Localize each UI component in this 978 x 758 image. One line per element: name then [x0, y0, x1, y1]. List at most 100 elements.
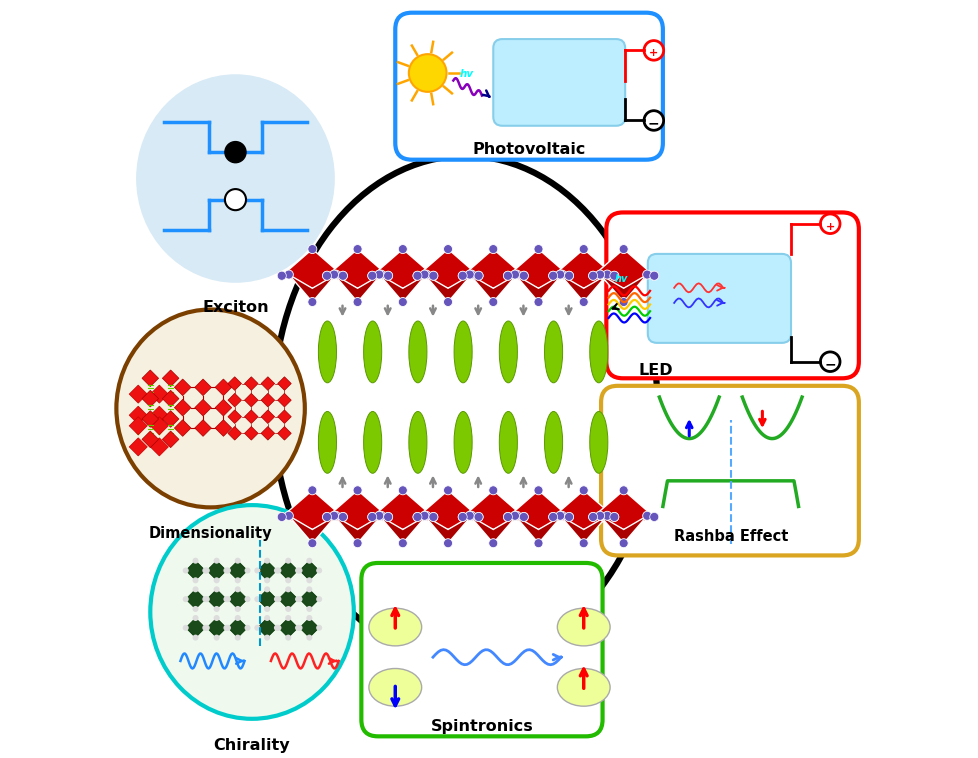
Circle shape	[548, 271, 557, 280]
Polygon shape	[289, 515, 335, 543]
Circle shape	[649, 512, 658, 522]
Circle shape	[306, 587, 312, 592]
Circle shape	[383, 271, 392, 280]
Circle shape	[473, 271, 482, 280]
Polygon shape	[162, 431, 179, 448]
Polygon shape	[559, 274, 606, 302]
Circle shape	[285, 558, 291, 564]
Circle shape	[377, 270, 385, 279]
Circle shape	[458, 512, 467, 522]
Circle shape	[331, 511, 340, 520]
Circle shape	[322, 271, 332, 280]
Text: −: −	[647, 117, 659, 130]
Circle shape	[307, 297, 317, 306]
Polygon shape	[553, 490, 613, 530]
Circle shape	[428, 512, 437, 522]
Polygon shape	[156, 428, 162, 436]
Polygon shape	[463, 490, 523, 530]
Circle shape	[409, 54, 446, 92]
Polygon shape	[228, 618, 247, 637]
Circle shape	[322, 512, 332, 522]
Text: Dimensionality: Dimensionality	[149, 526, 272, 541]
Circle shape	[368, 271, 377, 280]
Text: Chirality: Chirality	[213, 738, 290, 753]
Circle shape	[533, 245, 543, 254]
Circle shape	[588, 512, 597, 522]
Polygon shape	[174, 399, 191, 416]
Circle shape	[588, 512, 597, 522]
Circle shape	[306, 558, 312, 564]
Ellipse shape	[409, 412, 426, 473]
Text: Exciton: Exciton	[201, 300, 269, 315]
Polygon shape	[228, 590, 247, 609]
Circle shape	[193, 558, 199, 564]
Circle shape	[467, 270, 475, 279]
Circle shape	[193, 578, 199, 584]
FancyBboxPatch shape	[600, 386, 858, 556]
Circle shape	[316, 596, 322, 602]
Circle shape	[254, 596, 260, 602]
Polygon shape	[162, 411, 179, 428]
Circle shape	[488, 297, 497, 306]
FancyBboxPatch shape	[647, 254, 790, 343]
Circle shape	[510, 270, 519, 279]
Polygon shape	[228, 427, 242, 440]
Polygon shape	[417, 249, 478, 288]
Circle shape	[353, 297, 362, 306]
Circle shape	[294, 568, 301, 574]
Ellipse shape	[409, 321, 426, 383]
Circle shape	[443, 297, 452, 306]
Ellipse shape	[116, 309, 304, 507]
Polygon shape	[186, 590, 205, 609]
Circle shape	[518, 512, 528, 522]
Polygon shape	[278, 590, 297, 609]
Circle shape	[511, 270, 520, 279]
Polygon shape	[142, 370, 158, 387]
Text: LED: LED	[638, 363, 673, 378]
Polygon shape	[151, 385, 168, 403]
Polygon shape	[195, 399, 211, 416]
Text: −: −	[823, 358, 835, 371]
Circle shape	[458, 512, 467, 522]
Circle shape	[473, 512, 482, 522]
Circle shape	[503, 271, 511, 280]
Circle shape	[285, 578, 291, 584]
Circle shape	[264, 606, 270, 612]
Circle shape	[383, 512, 392, 522]
Polygon shape	[129, 385, 147, 403]
Polygon shape	[206, 561, 226, 581]
Circle shape	[443, 245, 452, 254]
Circle shape	[213, 606, 219, 612]
Ellipse shape	[318, 412, 336, 473]
Circle shape	[375, 511, 383, 520]
Circle shape	[235, 615, 241, 621]
Circle shape	[422, 270, 430, 279]
Circle shape	[274, 568, 280, 574]
Polygon shape	[162, 370, 179, 387]
Polygon shape	[228, 393, 242, 407]
Ellipse shape	[137, 76, 333, 281]
Circle shape	[264, 578, 270, 584]
Polygon shape	[289, 274, 335, 302]
Circle shape	[277, 512, 286, 522]
Ellipse shape	[544, 321, 562, 383]
Circle shape	[564, 271, 573, 280]
Ellipse shape	[363, 412, 381, 473]
Circle shape	[244, 625, 250, 631]
Ellipse shape	[273, 156, 657, 661]
Circle shape	[602, 511, 611, 520]
Circle shape	[353, 245, 362, 254]
Polygon shape	[195, 379, 211, 396]
Circle shape	[398, 245, 407, 254]
Circle shape	[213, 587, 219, 592]
Circle shape	[330, 511, 338, 520]
Circle shape	[264, 615, 270, 621]
Circle shape	[284, 270, 293, 279]
Circle shape	[193, 634, 199, 641]
FancyBboxPatch shape	[605, 212, 858, 378]
Polygon shape	[278, 377, 291, 390]
Polygon shape	[206, 590, 226, 609]
Circle shape	[383, 512, 392, 522]
Polygon shape	[327, 490, 387, 530]
Circle shape	[579, 297, 588, 306]
